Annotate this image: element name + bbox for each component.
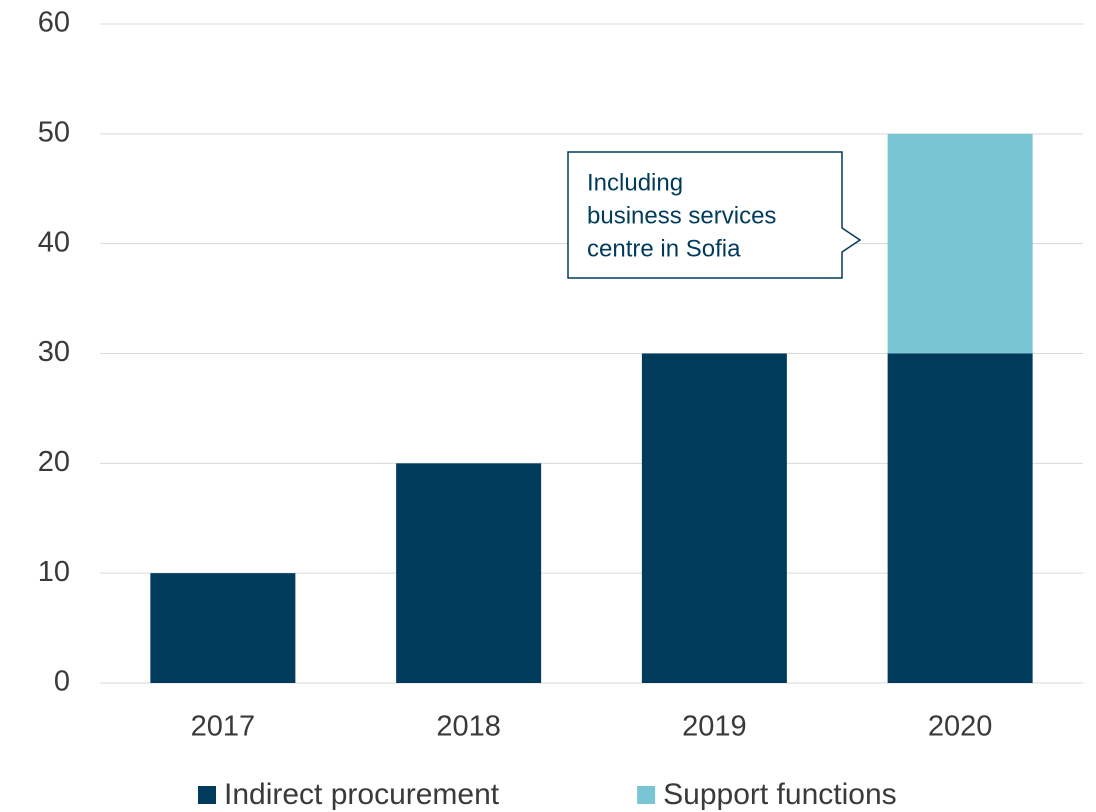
y-tick-label: 0 [54, 666, 70, 698]
bar-segment [887, 353, 1033, 683]
bars [150, 133, 1033, 683]
y-tick-label: 10 [38, 556, 70, 588]
y-tick-label: 50 [38, 116, 70, 148]
callout [567, 151, 862, 279]
annotation-line: Including [587, 169, 683, 196]
legend-swatch [637, 786, 656, 804]
annotation-line: business services [587, 202, 776, 229]
legend-label: Indirect procurement [224, 778, 500, 811]
bar-segment [887, 133, 1033, 354]
legend-label: Support functions [663, 778, 896, 811]
bar-segment [150, 573, 296, 683]
y-tick-label: 20 [38, 446, 70, 478]
x-tick-label: 2017 [191, 711, 256, 743]
x-tick-label: 2020 [928, 711, 993, 743]
legend-swatch [198, 786, 216, 804]
bar-segment [641, 353, 787, 683]
callout-box [567, 151, 862, 279]
y-tick-label: 60 [38, 7, 70, 39]
bar-segment [396, 463, 542, 683]
x-tick-label: 2019 [682, 711, 747, 743]
y-tick-label: 30 [38, 336, 70, 368]
y-tick-label: 40 [38, 226, 70, 258]
x-tick-label: 2018 [436, 711, 501, 743]
annotation-line: centre in Sofia [587, 235, 741, 262]
